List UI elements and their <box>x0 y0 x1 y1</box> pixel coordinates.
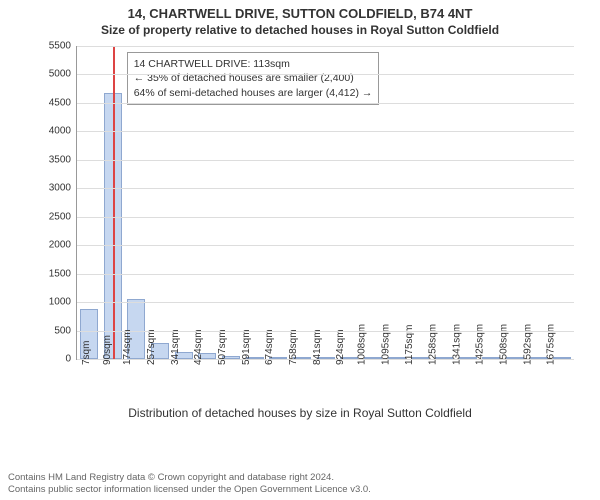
chart-container: Number of detached properties 7sqm90sqm1… <box>20 40 580 438</box>
callout-line-3: 64% of semi-detached houses are larger (… <box>134 86 373 100</box>
y-tick-label: 3500 <box>49 154 77 165</box>
page-subtitle: Size of property relative to detached ho… <box>0 23 600 37</box>
bar-slot: 1508sqm <box>503 46 527 359</box>
gridline <box>77 274 574 275</box>
gridline <box>77 302 574 303</box>
attribution-footer: Contains HM Land Registry data © Crown c… <box>8 472 592 496</box>
x-tick-label: 90sqm <box>97 335 112 365</box>
x-tick-label: 7sqm <box>77 341 92 365</box>
subject-callout: 14 CHARTWELL DRIVE: 113sqm ← 35% of deta… <box>127 52 380 105</box>
y-tick-label: 0 <box>65 354 77 365</box>
y-tick-label: 1500 <box>49 268 77 279</box>
bar-slot: 7sqm <box>77 46 101 359</box>
gridline <box>77 217 574 218</box>
gridline <box>77 74 574 75</box>
bar-slot: 1095sqm <box>385 46 409 359</box>
gridline <box>77 131 574 132</box>
gridline <box>77 160 574 161</box>
subject-marker-line <box>113 46 115 359</box>
x-axis-label: Distribution of detached houses by size … <box>20 406 580 420</box>
y-tick-label: 500 <box>54 325 77 336</box>
y-tick-label: 5500 <box>49 41 77 52</box>
y-tick-label: 4000 <box>49 126 77 137</box>
footer-line-1: Contains HM Land Registry data © Crown c… <box>8 472 592 484</box>
bar-slot: 1341sqm <box>456 46 480 359</box>
gridline <box>77 359 574 360</box>
y-tick-label: 1000 <box>49 297 77 308</box>
gridline <box>77 103 574 104</box>
gridline <box>77 46 574 47</box>
bar-slot: 1425sqm <box>479 46 503 359</box>
plot-area: Number of detached properties 7sqm90sqm1… <box>76 46 574 360</box>
callout-line-1: 14 CHARTWELL DRIVE: 113sqm <box>134 57 373 71</box>
bar-slot: 1258sqm <box>432 46 456 359</box>
bar-slot: 1592sqm <box>527 46 551 359</box>
gridline <box>77 188 574 189</box>
footer-line-2: Contains public sector information licen… <box>8 484 592 496</box>
y-tick-label: 4500 <box>49 97 77 108</box>
gridline <box>77 331 574 332</box>
y-tick-label: 3000 <box>49 183 77 194</box>
y-tick-label: 2500 <box>49 211 77 222</box>
y-tick-label: 5000 <box>49 69 77 80</box>
gridline <box>77 245 574 246</box>
bar-slot: 1675sqm <box>550 46 574 359</box>
y-tick-label: 2000 <box>49 240 77 251</box>
bar-slot: 1175sqm <box>408 46 432 359</box>
page-title: 14, CHARTWELL DRIVE, SUTTON COLDFIELD, B… <box>0 6 600 21</box>
